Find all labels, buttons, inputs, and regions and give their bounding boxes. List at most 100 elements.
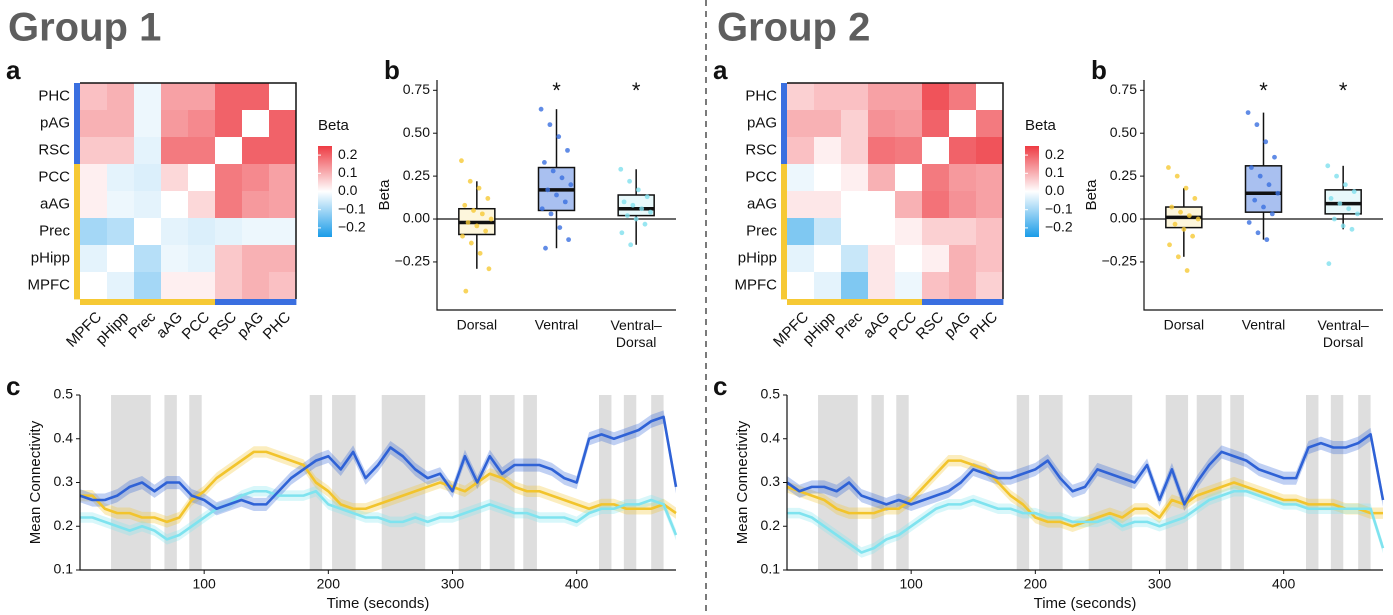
series-line [787,489,1385,554]
y-tick-label: 0.50 [403,124,430,140]
heatmap-cell [80,191,108,219]
heatmap-cell [107,272,135,300]
heatmap-cell [868,272,896,300]
heatmap-cell [188,110,216,138]
heatmap-cell [188,272,216,300]
significance-star: * [1259,78,1268,103]
row-strip [74,218,80,246]
column-strip [922,299,950,305]
colorbar [318,146,332,237]
data-point [1186,213,1192,218]
data-point [1269,211,1275,217]
heatmap-cell [814,272,842,300]
colorbar-tick-label: 0.0 [338,182,358,198]
y-tick-label: 0.25 [1110,167,1137,183]
data-point [1255,230,1261,236]
x-tick-label: Ventral [1242,317,1286,333]
heatmap-cell [868,191,896,219]
data-point [1275,190,1281,196]
x-tick-label: 400 [565,576,589,592]
column-strip [814,299,842,305]
data-point [1175,254,1181,260]
heatmap-cell [107,110,135,138]
x-tick-label: 100 [899,576,923,592]
heatmap-cell [949,164,977,192]
column-strip [107,299,135,305]
heatmap-cell [269,272,297,300]
heatmap-cell [868,218,896,246]
heatmap-cell [161,191,189,219]
data-point [1181,226,1187,232]
heatmap-cell [80,272,108,300]
data-point [554,192,559,198]
data-point [548,211,554,217]
shaded-interval [818,395,858,570]
data-point [1166,165,1171,170]
heatmap-cell [922,83,950,111]
data-point [1337,201,1343,206]
heatmap-cell [976,164,1004,192]
row-strip [781,191,787,219]
series-line [786,433,1385,506]
heatmap-cell [134,83,162,111]
data-point [1328,196,1334,201]
data-point [627,178,632,184]
heatmap-cell [269,137,297,165]
heatmap-cell [242,272,270,300]
heatmap-cell [949,137,977,165]
heatmap-cell [80,110,108,138]
row-label: MPFC [735,276,778,293]
heatmap-cell [922,272,950,300]
shaded-interval [332,395,356,570]
y-tick-label: 0.00 [403,210,430,226]
y-tick-label: 0.3 [761,473,781,489]
data-point [539,206,545,212]
row-strip [74,245,80,273]
heatmap-cell [787,83,815,111]
data-point [557,225,563,231]
data-point [488,216,494,222]
data-point [566,237,571,243]
data-point [477,250,483,256]
row-strip [781,137,787,165]
data-point [1169,204,1175,210]
row-label: pAG [747,114,777,131]
heatmap-cell [107,218,135,246]
y-tick-label: 0.5 [54,386,74,402]
heatmap-cell [134,191,162,219]
row-strip [74,110,80,138]
heatmap-cell [161,83,189,111]
heatmap-cell [80,164,108,192]
data-point [1246,220,1252,225]
colorbar-tick-label: −0.2 [1045,219,1073,235]
heatmap-cell [922,218,950,246]
data-point [459,158,464,164]
x-tick-label: Dorsal [1164,317,1204,333]
y-tick-label: 0.2 [54,517,74,533]
row-label: pAG [40,114,70,131]
heatmap-cell [922,245,950,273]
heatmap-cell [895,218,923,246]
row-strip [74,137,80,165]
column-strip [895,299,923,305]
heatmap-cell [161,110,189,138]
heatmap-cell [814,137,842,165]
shaded-interval [871,395,884,570]
heatmap-cell [868,110,896,138]
data-point [463,288,469,294]
data-point [476,185,482,191]
data-point [486,266,492,272]
data-point [618,166,624,172]
heatmap-cell [242,191,270,219]
column-strip [949,299,977,305]
y-tick-label: 0.3 [54,473,74,489]
heatmap-cell [215,164,243,192]
panel-letter: c [6,371,20,401]
heatmap-cell [188,83,216,111]
heatmap-cell [976,272,1004,300]
heatmap-cell [134,272,162,300]
heatmap-cell [949,191,977,219]
heatmap-cell [895,164,923,192]
axes [436,80,676,311]
